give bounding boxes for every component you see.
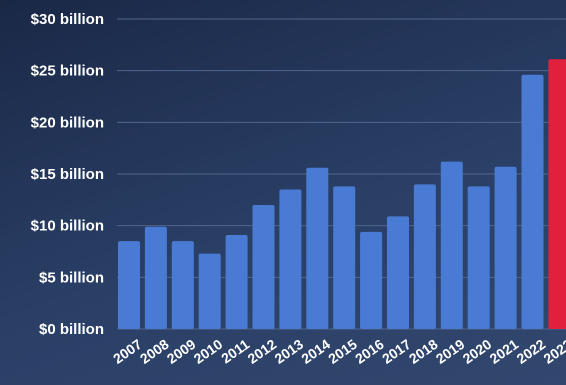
y-tick-label: $25 billion [31, 63, 104, 80]
y-tick-label: $30 billion [31, 11, 104, 28]
y-axis-labels: $0 billion $5 billion $10 billion $15 billi… [31, 11, 104, 338]
bar-2022 [521, 74, 544, 329]
y-tick-label: $20 billion [31, 114, 104, 131]
bar-2012 [252, 205, 275, 329]
y-tick-label: $0 billion [39, 321, 104, 338]
bar-2009 [171, 241, 194, 329]
bar-2016 [360, 231, 383, 329]
bar-2017 [387, 216, 409, 329]
bar-2007 [118, 241, 140, 329]
bar-2020 [467, 186, 490, 329]
y-tick-label: $10 billion [31, 218, 104, 235]
bar-2021 [494, 166, 517, 329]
bar-2011 [225, 234, 248, 329]
bar-2014 [306, 167, 329, 329]
x-tick-label: 2023 [540, 336, 566, 367]
x-axis-labels: 2007200820092010201120122013201420152016… [110, 336, 566, 367]
bar-2018 [413, 184, 436, 329]
y-tick-label: $15 billion [31, 166, 104, 183]
bars [118, 59, 566, 329]
y-tick-label: $5 billion [39, 269, 104, 286]
bar-2008 [144, 226, 167, 329]
bar-2019 [440, 161, 463, 329]
bar-2015 [333, 186, 356, 329]
bar-2013 [279, 189, 302, 329]
bar-2010 [198, 253, 221, 329]
bar-2023 [548, 59, 566, 329]
